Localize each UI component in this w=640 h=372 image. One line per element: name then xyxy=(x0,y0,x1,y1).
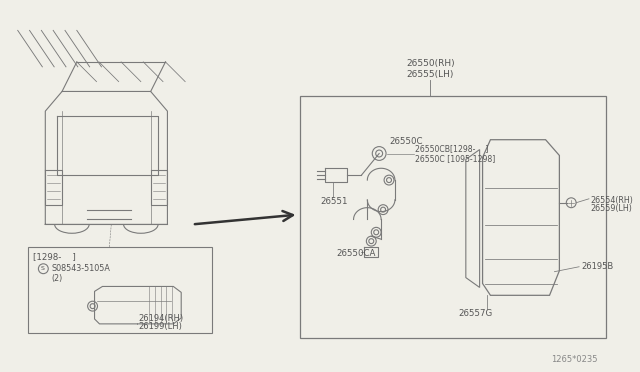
Text: 26550(RH): 26550(RH) xyxy=(406,60,454,68)
Text: S08543-5105A: S08543-5105A xyxy=(51,264,110,273)
Text: 26557G: 26557G xyxy=(458,308,492,318)
Text: 1265*0235: 1265*0235 xyxy=(552,355,598,364)
Text: [1298-    ]: [1298- ] xyxy=(33,253,76,262)
Text: 26555(LH): 26555(LH) xyxy=(406,70,454,79)
Text: 26194(RH): 26194(RH) xyxy=(139,314,184,323)
Bar xyxy=(300,96,605,338)
Text: 26554(RH): 26554(RH) xyxy=(590,196,633,205)
Text: 26550CB[1298-    ]: 26550CB[1298- ] xyxy=(415,144,488,153)
Text: S: S xyxy=(40,266,44,271)
Text: 26195B: 26195B xyxy=(581,262,613,271)
Text: 26550CA: 26550CA xyxy=(337,250,376,259)
Text: 26559(LH): 26559(LH) xyxy=(590,204,632,213)
Text: 26550C: 26550C xyxy=(389,137,422,146)
Bar xyxy=(28,247,212,333)
Text: 26199(LH): 26199(LH) xyxy=(139,322,183,331)
Text: (2): (2) xyxy=(51,274,63,283)
Text: 26550C [1095-1298]: 26550C [1095-1298] xyxy=(415,154,495,163)
Text: 26551: 26551 xyxy=(320,197,348,206)
